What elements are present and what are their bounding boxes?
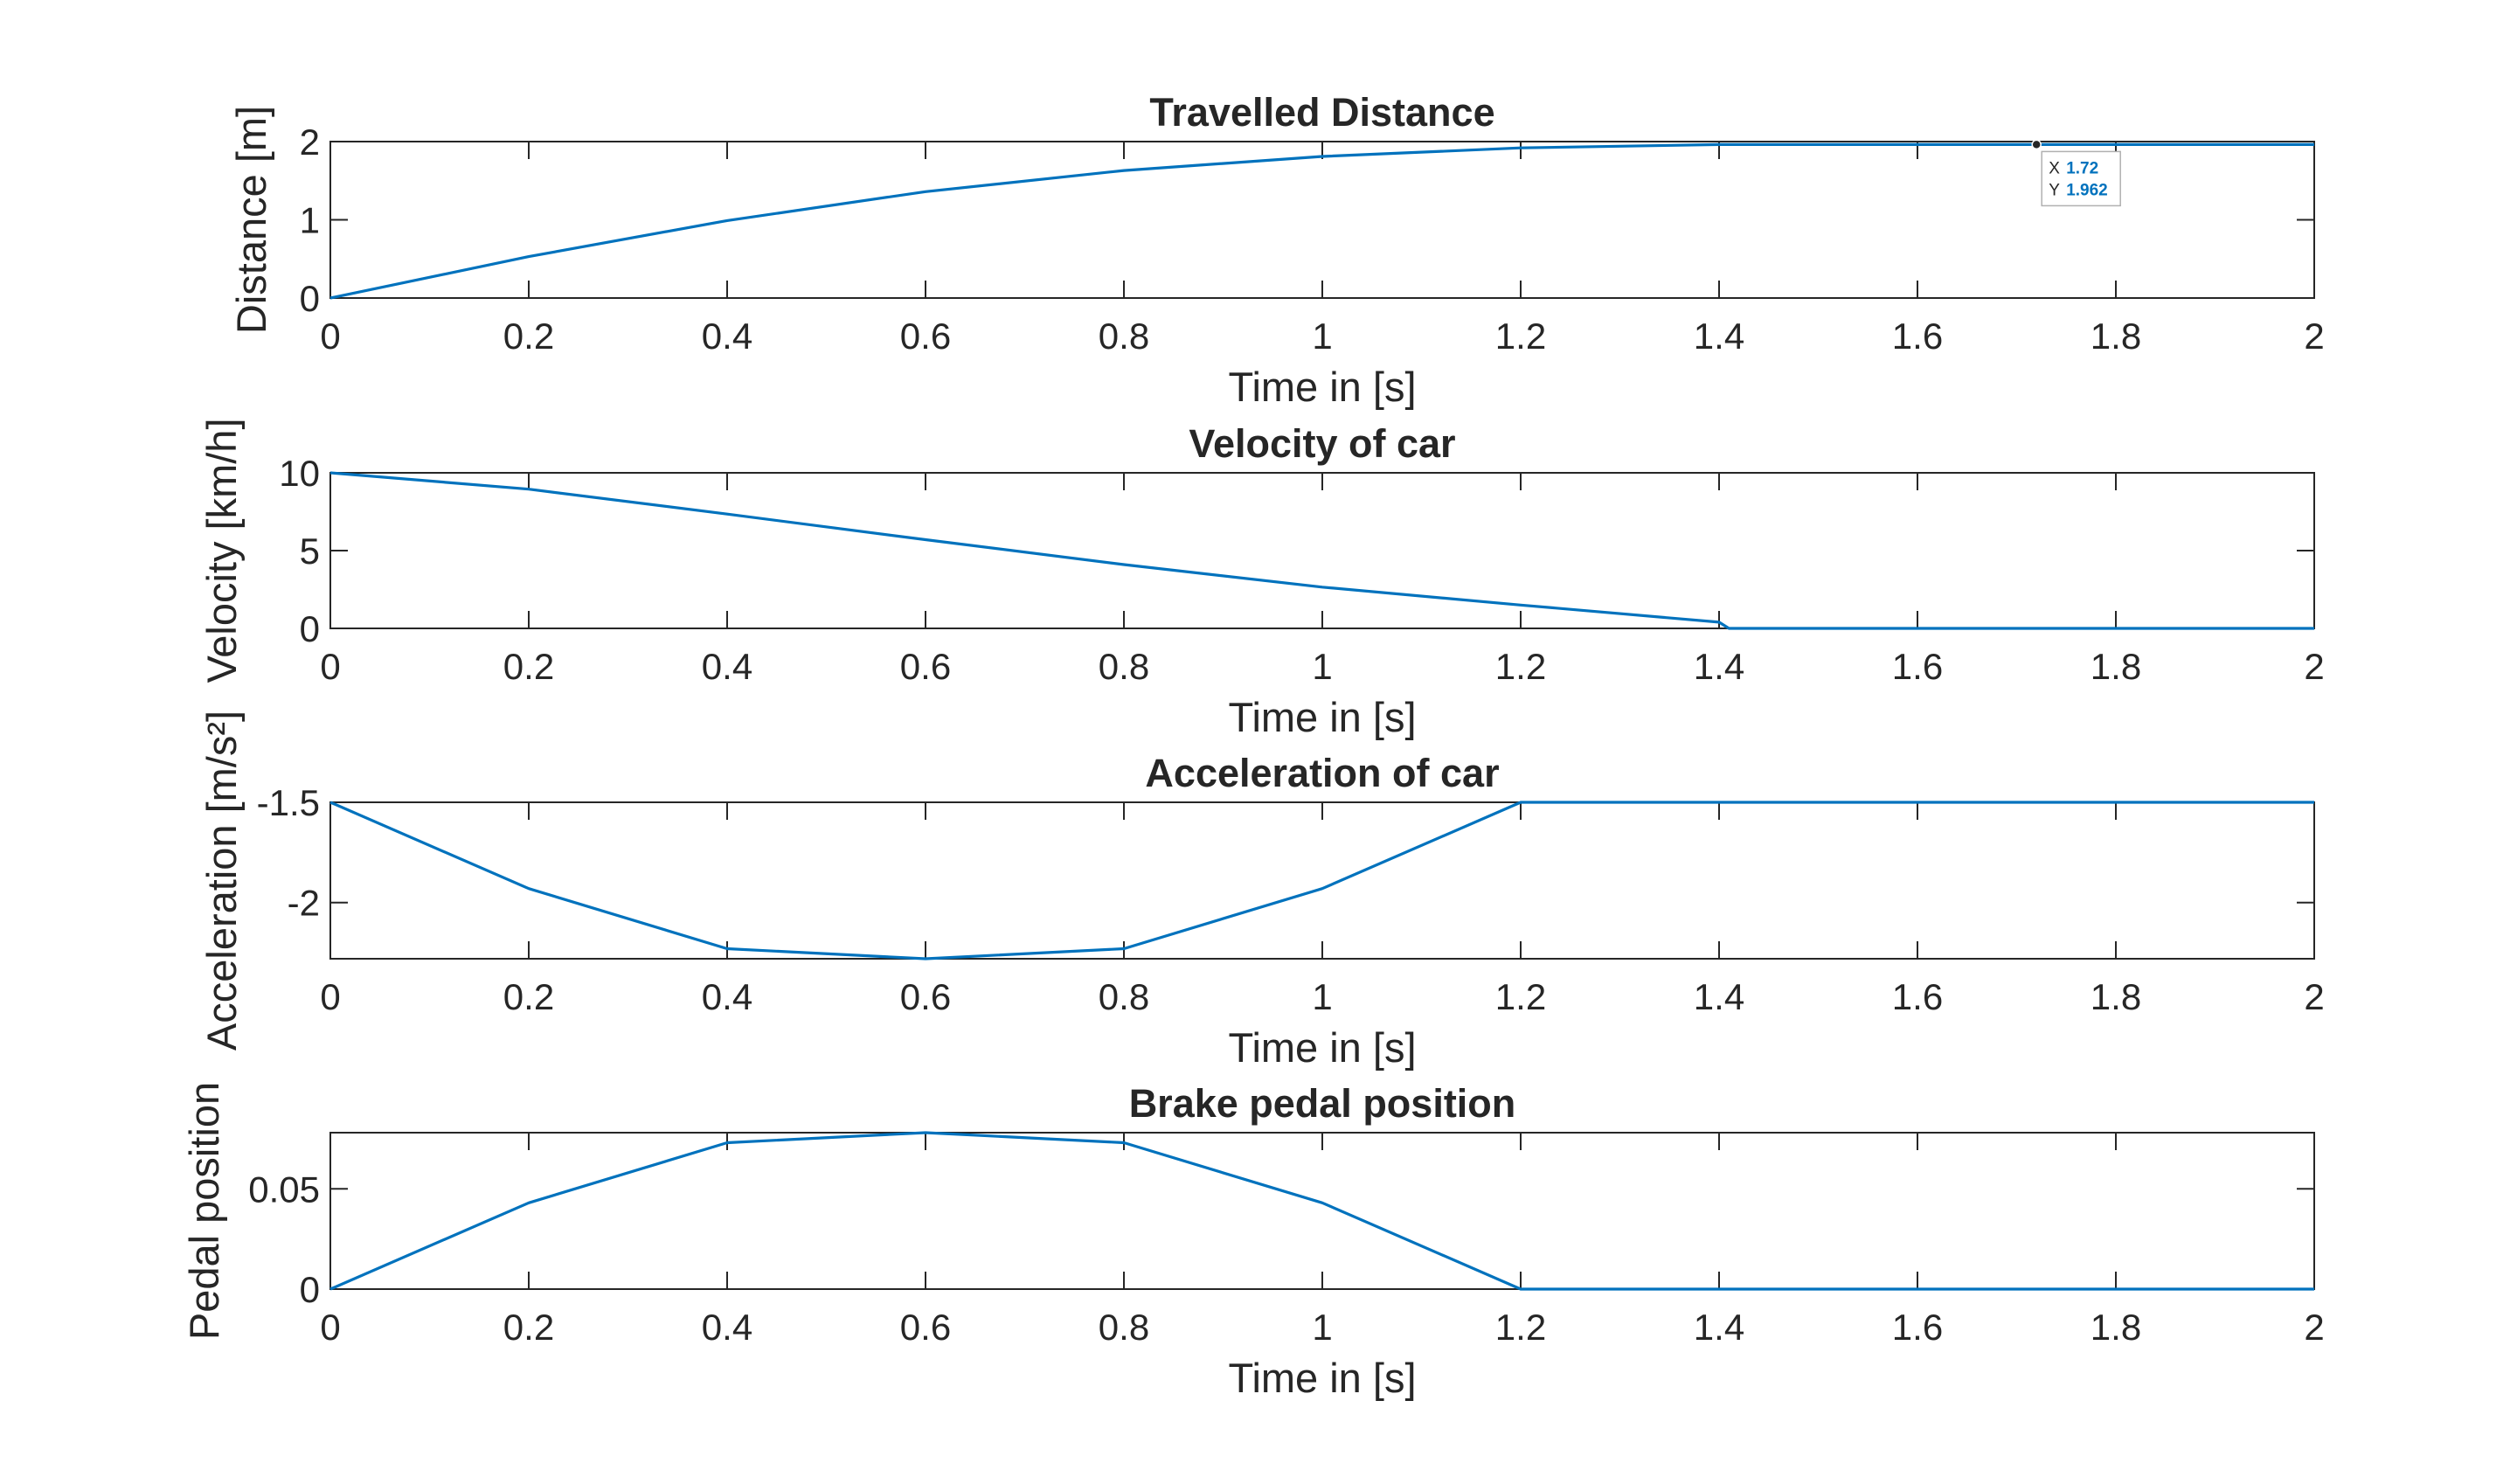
axes-3: 0 0.2 0.4 0.6 0.8 1 1.2 1.4 1.6 1.8 2 -2 -1.5 Acceler… [198,711,2325,1071]
x-tick-label: 1.4 [1694,976,1744,1017]
x-tick-label: 0.2 [503,1307,554,1348]
datatip[interactable]: X 1.72 Y 1.962 [2031,139,2121,207]
x-tick-label: 2 [2304,976,2324,1017]
x-tick-label: 2 [2304,1307,2324,1348]
x-tick-label: 0 [320,976,340,1017]
x-axis-label: Time in [s] [1228,364,1416,410]
series-line [329,1131,2314,1291]
x-tick-label: 0.4 [702,316,752,357]
x-tick-label: 1.2 [1495,976,1546,1017]
x-tick-label: 1.6 [1892,1307,1943,1348]
x-tick-label: 1 [1312,316,1332,357]
plot-area [329,1132,2315,1290]
y-tick-label: 0 [300,278,320,319]
x-tick-label: 1.8 [2091,1307,2141,1348]
axes-title: Brake pedal position [1129,1081,1516,1126]
x-tick-label: 0.8 [1099,316,1149,357]
x-tick-label: 1.8 [2091,976,2141,1017]
x-tick-label: 0.2 [503,646,554,687]
x-tick-label: 0.6 [900,1307,951,1348]
series-line [329,471,2314,630]
y-axis-label: Pedal position [181,1082,227,1340]
x-tick-label: 0.4 [702,1307,752,1348]
datatip-y-key: Y [2049,181,2060,199]
x-tick-label: 0.2 [503,976,554,1017]
x-tick-label: 0.2 [503,316,554,357]
x-tick-label: 0 [320,316,340,357]
y-tick-label: 10 [279,453,320,494]
x-tick-label: 1.6 [1892,646,1943,687]
x-tick-label: 1 [1312,646,1332,687]
x-tick-label: 0.8 [1099,1307,1149,1348]
x-tick-label: 0.6 [900,646,951,687]
axes-title: Travelled Distance [1149,90,1494,135]
y-tick-label: 0.05 [248,1168,320,1210]
y-axis-label: Acceleration [m/s²] [198,711,245,1051]
y-tick-label: 2 [300,121,320,163]
datatip-x-value: 1.72 [2066,159,2098,177]
y-tick-label: -1.5 [257,782,320,823]
x-tick-label: 1.2 [1495,1307,1546,1348]
x-tick-label: 0.8 [1099,646,1149,687]
x-axis-label: Time in [s] [1228,1024,1416,1071]
x-tick-label: 2 [2304,646,2324,687]
plot-area [329,472,2315,629]
x-tick-label: 0.4 [702,646,752,687]
axes-1: 0 0.2 0.4 0.6 0.8 1 1.2 1.4 1.6 1.8 2 0 1 2 Travelled … [228,90,2325,410]
datatip-x-key: X [2049,159,2060,177]
x-tick-label: 0.4 [702,976,752,1017]
x-tick-label: 1.8 [2091,316,2141,357]
x-tick-label: 1.2 [1495,646,1546,687]
axes-4: 0 0.2 0.4 0.6 0.8 1 1.2 1.4 1.6 1.8 2 0 0.05 Brake pe… [181,1081,2325,1401]
x-axis-label: Time in [s] [1228,1355,1416,1401]
x-tick-label: 1.8 [2091,646,2141,687]
x-tick-label: 1.6 [1892,316,1943,357]
y-tick-label: 5 [300,530,320,572]
datatip-marker[interactable] [2031,139,2042,150]
y-axis-label: Distance [m] [228,106,274,334]
axes-2: 0 0.2 0.4 0.6 0.8 1 1.2 1.4 1.6 1.8 2 0 5 10 Velocity … [198,419,2325,741]
y-axis-label: Velocity [km/h] [198,419,245,683]
x-tick-label: 1.6 [1892,976,1943,1017]
x-axis-label: Time in [s] [1228,694,1416,740]
y-tick-label: 0 [300,1269,320,1310]
x-tick-label: 2 [2304,316,2324,357]
x-tick-label: 1.2 [1495,316,1546,357]
axes-title: Velocity of car [1189,421,1455,466]
series-line [329,142,2314,300]
y-tick-label: 0 [300,608,320,649]
x-tick-label: 0.6 [900,316,951,357]
x-tick-label: 0.6 [900,976,951,1017]
datatip-box [2041,150,2121,207]
axes-title: Acceleration of car [1145,751,1499,795]
x-tick-label: 1 [1312,1307,1332,1348]
plot-area [329,141,2315,299]
x-tick-label: 1 [1312,976,1332,1017]
x-tick-label: 0 [320,1307,340,1348]
x-tick-label: 0.8 [1099,976,1149,1017]
x-tick-label: 0 [320,646,340,687]
datatip-y-value: 1.962 [2066,181,2108,199]
x-tick-label: 1.4 [1694,1307,1744,1348]
x-tick-label: 1.4 [1694,646,1744,687]
y-tick-label: -2 [288,883,320,924]
series-line [329,801,2314,960]
x-tick-label: 1.4 [1694,316,1744,357]
plot-area [329,801,2315,960]
y-tick-label: 1 [300,200,320,241]
